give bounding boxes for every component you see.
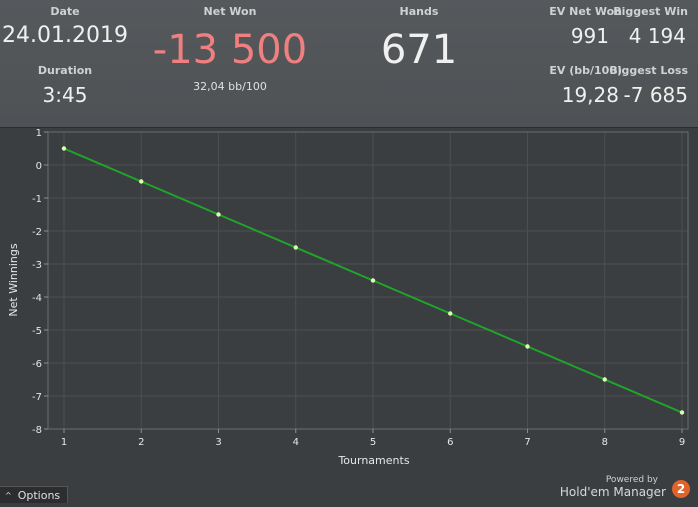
- brand-logo: 2: [672, 480, 690, 498]
- x-tick-label: 4: [293, 437, 299, 448]
- y-tick-label: 1: [36, 128, 42, 139]
- y-tick-label: -8: [32, 425, 42, 436]
- x-tick-label: 8: [602, 437, 608, 448]
- y-tick-label: -4: [32, 293, 42, 304]
- x-tick-label: 7: [524, 437, 530, 448]
- ev-bb100-value: 19,28: [561, 83, 619, 107]
- data-point: [61, 146, 67, 151]
- biggest-win-label: Biggest Win: [613, 5, 688, 18]
- y-tick-label: -7: [32, 392, 42, 403]
- y-tick-label: 0: [36, 161, 42, 172]
- data-point: [139, 179, 144, 184]
- data-point: [293, 245, 298, 250]
- data-point: [448, 311, 453, 316]
- hands-value: 671: [380, 27, 458, 73]
- biggest-loss-value: -7 685: [623, 83, 688, 107]
- data-point: [370, 278, 376, 283]
- plot-frame: [47, 131, 689, 430]
- data-point: [679, 410, 685, 415]
- stats-header: Date 24.01.2019 Duration 3:45 Net Won -1…: [0, 0, 698, 128]
- brand-name: Hold'em Manager: [559, 485, 666, 499]
- duration-label: Duration: [37, 64, 93, 77]
- y-tick-label: -6: [32, 359, 42, 370]
- x-tick-label: 9: [679, 437, 685, 448]
- x-tick-label: 5: [370, 437, 376, 448]
- data-point: [525, 344, 530, 349]
- y-tick-label: -3: [32, 260, 42, 271]
- date-value: 24.01.2019: [2, 23, 128, 48]
- net-winnings-chart: 10-1-2-3-4-5-6-7-81 2 3 4 5 6 7 8 9 Tournaments …: [7, 128, 689, 467]
- y-axis-label: Net Winnings: [7, 243, 20, 316]
- biggest-loss-label: Biggest Loss: [609, 64, 688, 77]
- x-tick-label: 3: [215, 437, 221, 448]
- options-tab[interactable]: ^ Options: [0, 486, 68, 503]
- x-tick-label: 6: [447, 437, 453, 448]
- net-won-label: Net Won: [203, 5, 257, 18]
- data-point: [602, 377, 607, 382]
- chevron-up-icon: ^: [5, 490, 12, 500]
- ev-net-won-value: 991: [570, 24, 609, 48]
- data-point: [216, 212, 221, 217]
- ev-bb100-label: EV (bb/100): [549, 64, 622, 77]
- options-label: Options: [17, 488, 61, 502]
- x-tick-label: 2: [138, 437, 144, 448]
- x-tick-label: 1: [61, 437, 67, 448]
- y-tick-label: -5: [32, 326, 42, 337]
- x-axis-label: Tournaments: [337, 454, 409, 467]
- duration-value: 3:45: [42, 83, 88, 107]
- bb-per-100-value: 32,04 bb/100: [193, 80, 267, 93]
- net-won-value: -13 500: [152, 27, 308, 73]
- chart-area: 1 0 -1 -2 -3 -4 -5 -6 -7 -8 1 2 3 4 5 6 7 8 9 Tournaments …: [0, 128, 698, 503]
- powered-by-text: Powered by: [605, 475, 658, 485]
- biggest-win-value: 4 194: [628, 24, 686, 48]
- y-tick-label: -2: [32, 227, 42, 238]
- ev-net-won-label: EV Net Won: [549, 5, 622, 18]
- y-tick-label: -1: [32, 194, 42, 205]
- hands-label: Hands: [399, 5, 439, 18]
- date-label: Date: [50, 5, 80, 18]
